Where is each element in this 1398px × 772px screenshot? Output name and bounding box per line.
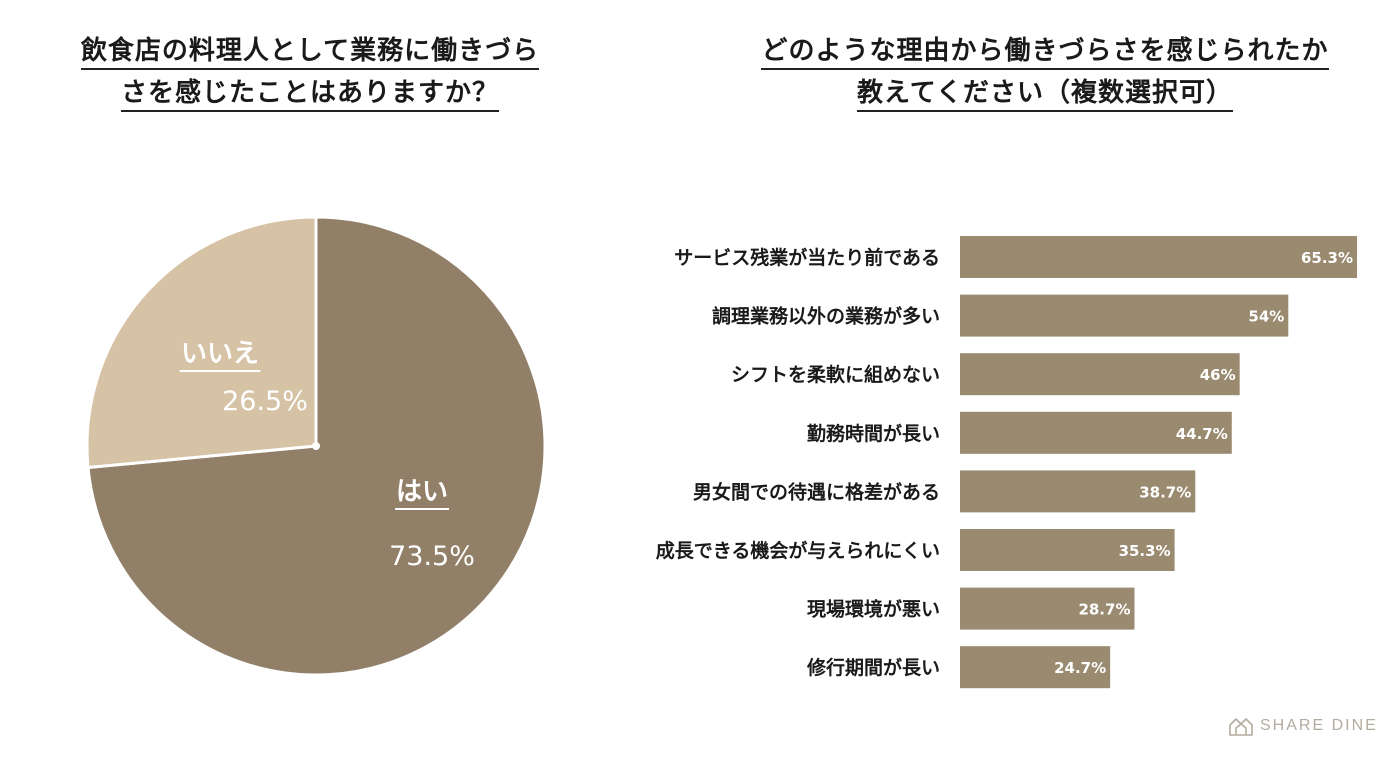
pie-title-line2: さを感じたことはありますか？ (120, 76, 499, 112)
bar-title-line1: どのような理由から働きづらさを感じられたか (761, 34, 1329, 70)
pie-slice-value-1: 26.5% (222, 386, 308, 417)
bar-value-label-4: 38.7% (1139, 483, 1191, 501)
pie-center-dot (312, 442, 320, 450)
pie-title-line1: 飲食店の料理人として業務に働きづら (80, 34, 540, 70)
bar-value-label-1: 54% (1248, 308, 1284, 326)
pie-chart: はい 73.5% いいえ 26.5% (85, 215, 547, 677)
category-label-4: 男女間での待遇に格差がある (693, 480, 940, 503)
bar-value-label-7: 24.7% (1054, 659, 1106, 677)
bar-5 (960, 529, 1175, 571)
category-label-3: 勤務時間が長い (807, 422, 940, 445)
bar-0 (960, 236, 1357, 278)
category-label-6: 現場環境が悪い (807, 598, 940, 621)
bar-value-label-0: 65.3% (1301, 249, 1353, 267)
bar-value-label-5: 35.3% (1119, 542, 1171, 560)
category-label-5: 成長できる機会が与えられにくい (656, 539, 940, 562)
pie-slice-1 (85, 215, 318, 470)
bar-6 (960, 587, 1135, 630)
bar-value-label-2: 46% (1200, 366, 1236, 384)
pie-slice-value-0: 73.5% (389, 541, 475, 572)
category-label-0: サービス残業が当たり前である (674, 246, 940, 269)
category-label-7: 修行期間が長い (806, 656, 940, 679)
bar-title-line2: 教えてください（複数選択可） (857, 76, 1233, 112)
bar-7 (960, 646, 1111, 689)
pie-slice-label-0: はい (396, 477, 448, 507)
share-dine-logo: SHARE DINE (1228, 714, 1378, 738)
pie-slice-label-1: いいえ (181, 339, 259, 369)
bar-value-label-3: 44.7% (1176, 425, 1228, 443)
pie-chart-title: 飲食店の料理人として業務に働きづら さを感じたことはありますか？ (20, 30, 600, 114)
logo-text: SHARE DINE (1260, 717, 1378, 734)
bar-2 (960, 353, 1240, 396)
bar-4 (960, 470, 1196, 513)
bar-chart-title: どのような理由から働きづらさを感じられたか 教えてください（複数選択可） (700, 30, 1390, 114)
bar-chart: サービス残業が当たり前である 65.3% 調理業務以外の業務が多い 54% シフトを柔軟… (656, 236, 1357, 689)
bar-3 (960, 411, 1232, 454)
bar-value-label-6: 28.7% (1078, 601, 1130, 619)
category-label-1: 調理業務以外の業務が多い (712, 305, 940, 328)
house-logo-icon (1229, 718, 1253, 736)
category-label-2: シフトを柔軟に組めない (731, 363, 940, 386)
bar-1 (960, 294, 1289, 337)
